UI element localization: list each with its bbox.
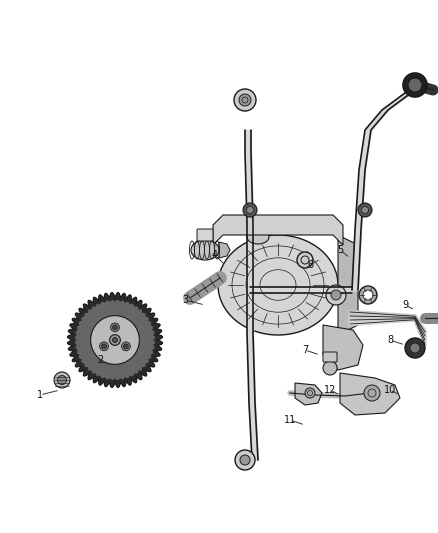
Circle shape [122, 342, 131, 351]
Polygon shape [219, 242, 230, 258]
Circle shape [410, 343, 420, 353]
Text: 6: 6 [307, 260, 313, 270]
Circle shape [243, 203, 257, 217]
Circle shape [100, 342, 109, 351]
Polygon shape [213, 215, 343, 245]
Text: 3: 3 [182, 295, 188, 305]
Circle shape [403, 73, 427, 97]
Circle shape [240, 455, 250, 465]
Text: 1: 1 [37, 390, 43, 400]
Circle shape [113, 337, 117, 342]
Text: 10: 10 [384, 385, 396, 395]
Circle shape [247, 206, 254, 214]
Circle shape [235, 450, 255, 470]
Circle shape [364, 385, 380, 401]
Text: 12: 12 [324, 385, 336, 395]
Text: 4: 4 [212, 250, 218, 260]
Circle shape [111, 323, 120, 332]
Text: 7: 7 [302, 345, 308, 355]
Polygon shape [295, 383, 322, 405]
Circle shape [323, 361, 337, 375]
Circle shape [239, 94, 251, 106]
Ellipse shape [218, 235, 338, 335]
Circle shape [297, 252, 313, 268]
Circle shape [305, 388, 315, 398]
Circle shape [91, 316, 139, 365]
Circle shape [102, 344, 106, 349]
FancyBboxPatch shape [197, 229, 213, 241]
Circle shape [359, 286, 377, 304]
Text: 5: 5 [337, 245, 343, 255]
Circle shape [408, 78, 422, 92]
Circle shape [363, 290, 373, 300]
Circle shape [54, 372, 70, 388]
Circle shape [331, 290, 341, 300]
Circle shape [358, 203, 372, 217]
Text: 8: 8 [387, 335, 393, 345]
Ellipse shape [191, 240, 219, 260]
Circle shape [124, 344, 128, 349]
Text: 2: 2 [97, 355, 103, 365]
Ellipse shape [247, 230, 269, 244]
Circle shape [57, 376, 67, 384]
Polygon shape [338, 235, 358, 335]
Circle shape [361, 206, 368, 214]
Polygon shape [340, 373, 400, 415]
Circle shape [110, 335, 120, 345]
Circle shape [326, 285, 346, 305]
Polygon shape [323, 325, 363, 370]
FancyBboxPatch shape [323, 352, 337, 362]
Polygon shape [67, 293, 162, 387]
Text: 11: 11 [284, 415, 296, 425]
Polygon shape [76, 301, 154, 379]
Circle shape [405, 338, 425, 358]
Text: 9: 9 [402, 300, 408, 310]
Circle shape [113, 325, 117, 330]
Circle shape [234, 89, 256, 111]
